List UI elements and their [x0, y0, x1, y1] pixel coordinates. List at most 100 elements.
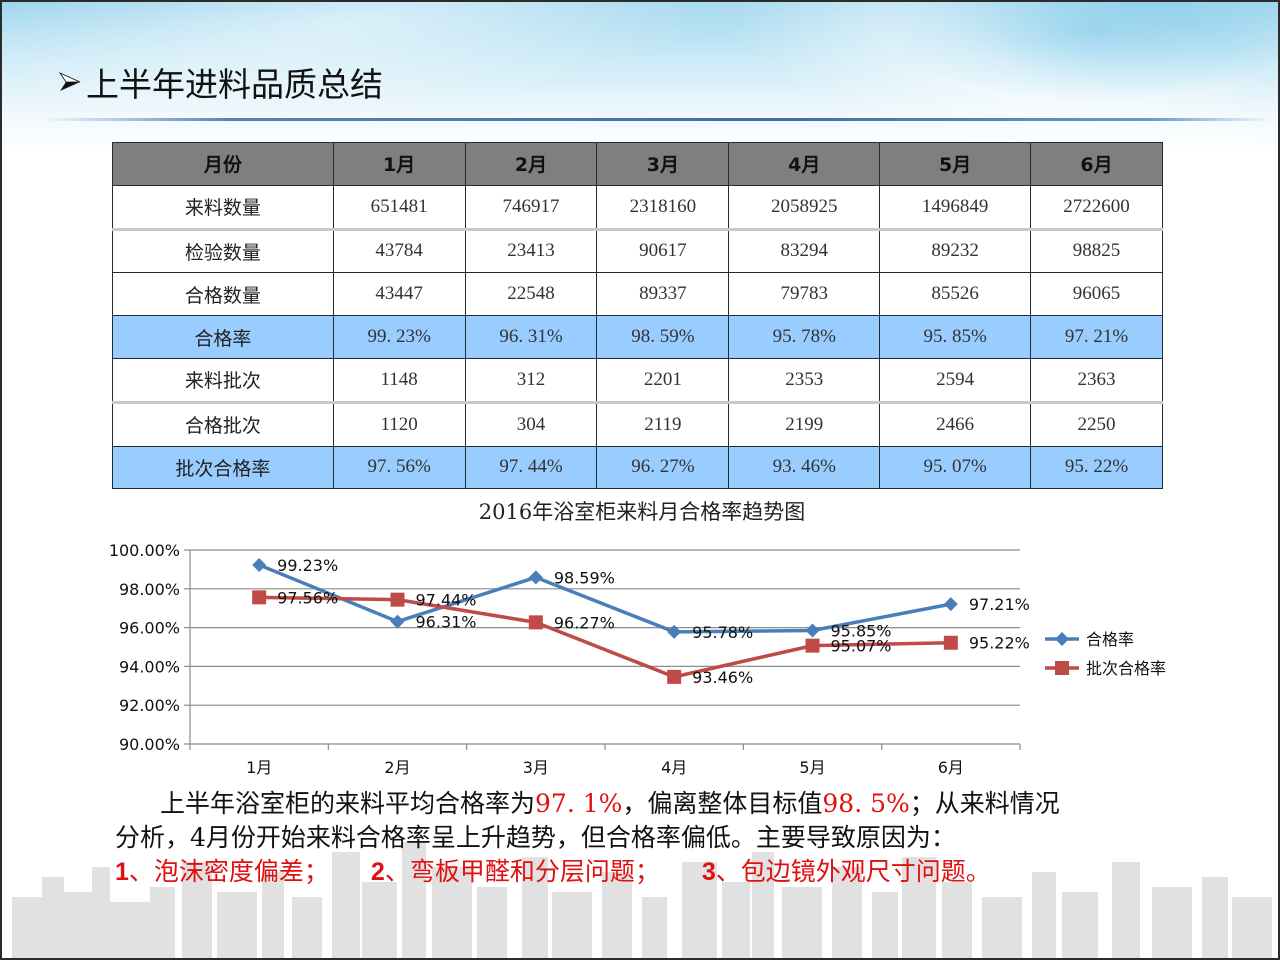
table-cell: 2594 — [879, 357, 1032, 404]
square-marker-icon — [390, 592, 405, 607]
reason-text: 、泡沫密度偏差； — [128, 857, 329, 886]
table-cell: 2318160 — [596, 184, 730, 231]
diamond-marker-icon — [390, 614, 405, 629]
table-cell: 1148 — [332, 357, 466, 404]
table-cell: 1120 — [332, 401, 466, 447]
x-tick-label: 3月 — [523, 758, 549, 777]
square-marker-icon — [528, 615, 543, 630]
table-cell: 99. 23% — [332, 315, 466, 359]
table-cell: 95. 78% — [728, 315, 881, 359]
table-cell: 2722600 — [1030, 184, 1163, 231]
square-marker-icon — [805, 638, 820, 653]
table-cell: 79783 — [728, 272, 881, 317]
chart-title: 2016年浴室柜来料月合格率趋势图 — [478, 500, 806, 524]
diamond-marker-icon — [528, 570, 543, 585]
y-tick-label: 96.00% — [119, 619, 180, 638]
y-tick-label: 90.00% — [119, 735, 180, 754]
data-label: 95.85% — [831, 622, 892, 641]
page-title-text: 上半年进料品质总结 — [86, 65, 383, 104]
data-label: 95.78% — [692, 623, 753, 642]
summary-line-2: 分析，4月份开始来料合格率呈上升趋势，但合格率偏低。主要导致原因为： — [115, 823, 956, 852]
data-label: 95.22% — [969, 634, 1030, 653]
table-cell: 2250 — [1030, 401, 1163, 447]
table-row-highlighted: 合格率 99. 23% 96. 31% 98. 59% 95. 78% 95. … — [112, 315, 1163, 359]
table-cell: 85526 — [879, 272, 1032, 317]
data-label: 98.59% — [554, 568, 615, 587]
column-header: 4月 — [728, 142, 881, 186]
table-cell: 95. 85% — [879, 315, 1032, 359]
table-row: 合格批次 1120 304 2119 2199 2466 2250 — [112, 401, 1163, 447]
row-label: 合格数量 — [112, 272, 334, 317]
table-row-highlighted: 批次合格率 97. 56% 97. 44% 96. 27% 93. 46% 95… — [112, 445, 1163, 490]
column-header: 2月 — [464, 142, 598, 186]
series-line — [259, 595, 951, 679]
summary-text-segment: ；从来料情况 — [909, 789, 1060, 818]
reason-text: 、弯板甲醛和分层问题； — [384, 857, 660, 886]
y-axis-ticks: 100.00% 98.00% 96.00% 94.00% 92.00% 90.00% — [109, 541, 180, 754]
row-label: 合格率 — [112, 315, 334, 359]
x-axis: 1月 2月 3月 4月 5月 6月 — [189, 550, 1021, 777]
summary-text: 上半年浴室柜的来料平均合格率为97. 1%，偏离整体目标值98. 5%；从来料情… — [115, 787, 1175, 889]
average-pass-rate: 97. 1% — [535, 789, 623, 818]
reason-number: 2 — [370, 858, 385, 886]
data-label: 97.44% — [416, 591, 477, 610]
table-cell: 651481 — [332, 184, 466, 231]
table-cell: 2466 — [879, 401, 1032, 447]
table-cell: 1496849 — [879, 184, 1032, 231]
table-cell: 22548 — [464, 272, 598, 317]
table-cell: 95. 22% — [1030, 445, 1163, 490]
chart-gridlines — [184, 549, 1020, 745]
row-label: 来料数量 — [112, 184, 334, 231]
diamond-marker-icon — [667, 624, 682, 639]
data-label: 95.07% — [831, 637, 892, 656]
summary-text-segment: ，偏离整体目标值 — [622, 789, 823, 818]
table-cell: 96. 31% — [464, 315, 598, 359]
data-label: 97.56% — [277, 588, 338, 607]
table-row: 来料批次 1148 312 2201 2353 2594 2363 — [112, 357, 1163, 404]
row-label: 检验数量 — [112, 228, 334, 274]
reason-number: 1 — [115, 858, 129, 886]
column-header: 1月 — [332, 142, 466, 186]
reasons-list: 1、泡沫密度偏差； 2、弯板甲醛和分层问题； 3、包边镜外观尺寸问题。 — [115, 855, 1175, 889]
table-cell: 2201 — [596, 357, 730, 404]
data-label: 93.46% — [692, 668, 753, 687]
chart-series: 99.23% 96.31% 98.59% 95.78% 95.85% 97.21% 97.5… — [252, 556, 1030, 687]
table-cell: 89337 — [596, 272, 730, 317]
x-tick-label: 5月 — [799, 758, 825, 777]
table-row: 检验数量 43784 23413 90617 83294 89232 98825 — [112, 228, 1163, 274]
table-cell: 2119 — [596, 401, 730, 447]
table-cell: 2363 — [1030, 357, 1163, 404]
data-label: 99.23% — [277, 556, 338, 575]
column-header: 月份 — [112, 142, 334, 186]
row-label: 批次合格率 — [112, 445, 334, 490]
legend-label: 批次合格率 — [1086, 659, 1166, 678]
table-cell: 95. 07% — [879, 445, 1032, 490]
table-cell: 312 — [464, 357, 598, 404]
table-cell: 96. 27% — [596, 445, 730, 490]
reason-item: 1、泡沫密度偏差； — [115, 857, 329, 886]
y-tick-label: 94.00% — [119, 657, 180, 676]
table-cell: 2058925 — [728, 184, 881, 231]
summary-line-1: 上半年浴室柜的来料平均合格率为97. 1%，偏离整体目标值98. 5%；从来料情… — [115, 787, 1175, 821]
x-tick-label: 6月 — [938, 758, 964, 777]
summary-text-segment: 上半年浴室柜的来料平均合格率为 — [160, 789, 536, 818]
table-cell: 43447 — [332, 272, 466, 317]
table-cell: 304 — [464, 401, 598, 447]
column-header: 6月 — [1030, 142, 1163, 186]
table-cell: 96065 — [1030, 272, 1163, 317]
data-label: 96.31% — [416, 613, 477, 632]
table-cell: 97. 56% — [332, 445, 466, 490]
x-tick-label: 2月 — [384, 758, 410, 777]
table-cell: 98825 — [1030, 228, 1163, 274]
table-cell: 43784 — [332, 228, 466, 274]
square-marker-icon — [943, 635, 958, 650]
column-header: 3月 — [596, 142, 730, 186]
reason-number: 3 — [701, 858, 716, 886]
y-tick-label: 100.00% — [109, 541, 180, 560]
city-skyline-decoration — [12, 842, 1272, 958]
arrow-bullet-icon — [58, 72, 81, 91]
table-cell: 97. 21% — [1030, 315, 1163, 359]
legend-square-icon — [1055, 661, 1069, 675]
data-label: 97.21% — [969, 595, 1030, 614]
